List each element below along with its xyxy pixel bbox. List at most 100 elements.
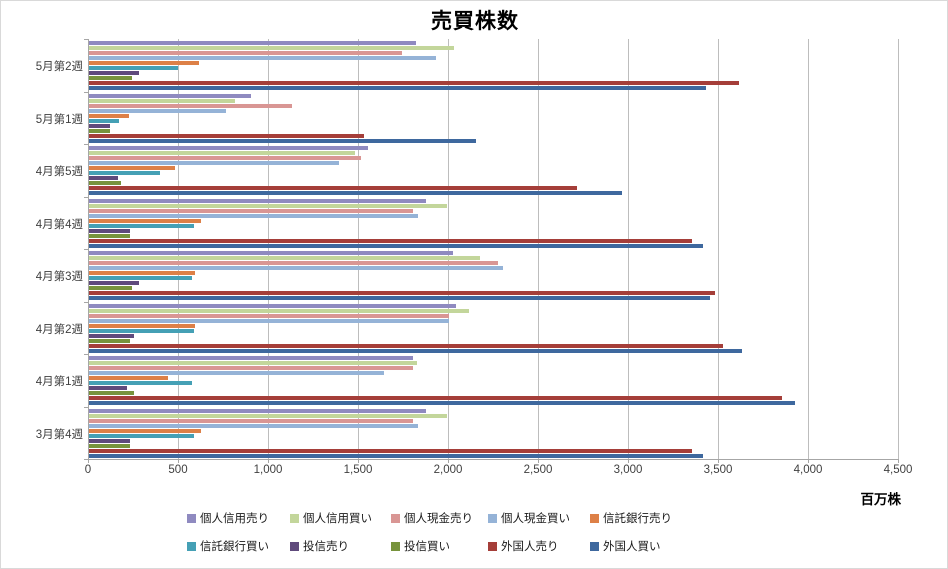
plot-area <box>88 39 899 460</box>
gridline <box>448 39 449 459</box>
bar-group <box>89 92 898 145</box>
gridline <box>808 39 809 459</box>
value-axis-tick <box>628 459 629 463</box>
category-axis-tick <box>84 301 88 303</box>
gridline <box>718 39 719 459</box>
bar <box>89 308 469 313</box>
value-axis-tick <box>268 459 269 463</box>
category-label: 4月第3週 <box>35 271 83 284</box>
legend-label: 個人現金売り <box>404 513 473 525</box>
legend-item: 外国人売り <box>488 539 559 553</box>
category-label: 4月第4週 <box>35 218 83 231</box>
bar <box>89 66 179 70</box>
bar <box>89 338 131 343</box>
bar <box>89 93 251 98</box>
bar <box>89 423 419 428</box>
legend-item: 投信買い <box>391 539 450 553</box>
bar <box>89 198 426 203</box>
value-tick-label: 2,000 <box>433 464 463 476</box>
category-axis-tick <box>84 39 88 40</box>
legend-swatch-icon <box>391 541 400 551</box>
bar <box>89 281 139 285</box>
legend-label: 外国人買い <box>603 541 661 553</box>
legend-label: 個人現金買い <box>501 513 570 525</box>
bar-group <box>89 302 898 355</box>
bar-group <box>89 144 898 197</box>
bar <box>89 256 480 260</box>
gridline <box>268 39 269 459</box>
bar <box>89 213 419 218</box>
value-axis-tick <box>538 459 539 463</box>
bar <box>89 128 110 133</box>
bar <box>89 156 361 160</box>
value-axis-tick <box>448 459 449 463</box>
bar <box>89 133 365 138</box>
bar <box>89 413 448 418</box>
value-tick-label: 3,500 <box>703 464 733 476</box>
value-axis-tick <box>178 459 179 463</box>
bar <box>89 371 385 375</box>
category-axis-tick <box>84 249 88 250</box>
legend-label: 個人信用売り <box>200 513 269 525</box>
bar-group <box>89 407 898 460</box>
bar-group <box>89 249 898 302</box>
legend-label: 信託銀行売り <box>603 513 672 525</box>
bar <box>89 333 134 338</box>
category-label: 5月第1週 <box>35 113 83 126</box>
bar <box>89 343 723 348</box>
bar <box>89 208 413 213</box>
bar <box>89 376 169 380</box>
legend-item: 信託銀行買い <box>187 539 269 553</box>
gridline <box>178 39 179 459</box>
bar <box>89 118 119 123</box>
bar <box>89 123 110 128</box>
bar <box>89 81 739 85</box>
legend-swatch-icon <box>590 541 599 551</box>
category-label: 4月第1週 <box>35 376 83 389</box>
legend-label: 外国人売り <box>501 541 559 553</box>
bar <box>89 366 413 370</box>
legend-item: 個人信用売り <box>187 511 269 525</box>
legend-item: 個人現金売り <box>391 511 473 525</box>
value-tick-label: 1,500 <box>343 464 373 476</box>
bar <box>89 46 455 50</box>
bar-group <box>89 39 898 92</box>
value-tick-label: 1,000 <box>253 464 283 476</box>
bar <box>89 418 413 423</box>
category-label: 3月第4週 <box>35 428 83 441</box>
value-axis-line <box>88 39 89 459</box>
bar <box>89 408 426 413</box>
bar <box>89 146 368 150</box>
bar <box>89 448 692 453</box>
legend-label: 投信売り <box>303 541 349 553</box>
legend-swatch-icon <box>590 513 599 523</box>
bar <box>89 328 195 333</box>
bar <box>89 286 133 290</box>
bar <box>89 51 403 55</box>
legend-item: 個人現金買い <box>488 511 570 525</box>
bar <box>89 271 196 275</box>
value-axis-tick <box>718 459 719 463</box>
bar <box>89 238 692 243</box>
bar-group <box>89 197 898 250</box>
legend-swatch-icon <box>391 513 400 523</box>
bar <box>89 76 133 80</box>
bar <box>89 138 476 143</box>
bar <box>89 161 340 165</box>
legend-swatch-icon <box>290 513 299 523</box>
bar <box>89 151 356 155</box>
bar <box>89 401 795 405</box>
value-tick-label: 0 <box>84 464 92 476</box>
bar <box>89 318 449 323</box>
bar <box>89 396 782 400</box>
bar <box>89 276 192 280</box>
bar <box>89 108 226 113</box>
gridline <box>898 39 899 459</box>
bar <box>89 171 161 175</box>
bar <box>89 98 235 103</box>
bar <box>89 56 437 60</box>
bar <box>89 361 417 365</box>
category-axis-line <box>88 459 899 460</box>
bar <box>89 41 416 45</box>
